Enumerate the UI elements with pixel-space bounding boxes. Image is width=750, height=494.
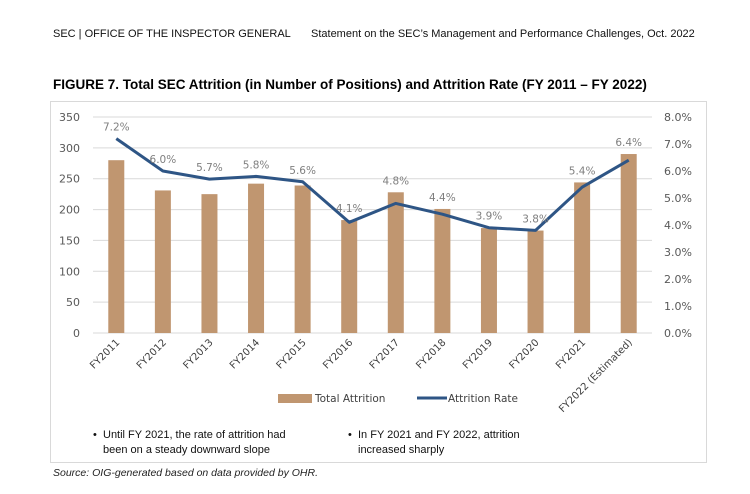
- legend-bar-swatch: [278, 394, 312, 403]
- x-tick-label: FY2013: [181, 337, 215, 371]
- rate-data-label: 6.0%: [150, 154, 177, 166]
- bar-FY2020: [527, 230, 544, 333]
- chart-title: FIGURE 7. Total SEC Attrition (in Number…: [53, 77, 647, 92]
- rate-data-label: 3.8%: [522, 213, 549, 225]
- bar-FY2018: [434, 208, 451, 333]
- x-tick-label: FY2019: [461, 337, 495, 371]
- note-1: • Until FY 2021, the rate of attrition ha…: [93, 429, 286, 456]
- bar-FY2015: [294, 185, 311, 333]
- left-tick-label: 300: [59, 142, 80, 155]
- x-tick-label: FY2018: [414, 337, 448, 371]
- x-tick-label: FY2014: [228, 337, 262, 371]
- bar-FY2012: [154, 190, 171, 333]
- attrition-rate-line: [115, 137, 630, 232]
- rate-data-label: 4.8%: [382, 175, 409, 187]
- chart-frame: [50, 101, 707, 463]
- left-tick-label: 250: [59, 173, 80, 186]
- rate-data-label: 5.8%: [243, 159, 270, 171]
- right-tick-label: 7.0%: [664, 138, 692, 151]
- rate-data-label: 4.4%: [429, 192, 456, 204]
- x-tick-label: FY2020: [508, 337, 542, 371]
- bar-FY2016: [341, 220, 358, 333]
- left-tick-label: 100: [59, 265, 80, 278]
- rate-data-label: 3.9%: [476, 211, 503, 223]
- bar-FY2021: [574, 182, 591, 333]
- left-tick-label: 200: [59, 204, 80, 217]
- x-tick-label: FY2015: [275, 337, 309, 371]
- x-tick-label: FY2011: [88, 337, 122, 371]
- left-tick-label: 0: [73, 327, 80, 340]
- right-tick-label: 0.0%: [664, 327, 692, 340]
- right-tick-label: 6.0%: [664, 165, 692, 178]
- bar-FY2022 (Estimated): [620, 154, 637, 333]
- rate-data-label: 6.4%: [615, 137, 642, 149]
- note-2-text: In FY 2021 and FY 2022, attrition increa…: [358, 429, 520, 456]
- right-tick-label: 2.0%: [664, 273, 692, 286]
- rate-data-label: 5.6%: [289, 165, 316, 177]
- rate-data-label: 5.4%: [569, 165, 596, 177]
- legend-total-attrition: Total Attrition: [314, 393, 385, 405]
- rate-data-label: 7.2%: [103, 122, 130, 134]
- bar-FY2014: [248, 183, 265, 333]
- x-tick-label: FY2016: [321, 337, 355, 371]
- header-right: Statement on the SEC’s Management and Pe…: [311, 28, 695, 40]
- note-1-text: Until FY 2021, the rate of attrition had…: [103, 429, 286, 456]
- bar-FY2013: [201, 194, 218, 333]
- x-tick-label: FY2017: [368, 337, 402, 371]
- x-tick-label: FY2012: [135, 337, 169, 371]
- right-tick-label: 1.0%: [664, 300, 692, 313]
- bar-FY2011: [108, 160, 125, 333]
- left-tick-label: 150: [59, 234, 80, 247]
- header-left: SEC | OFFICE OF THE INSPECTOR GENERAL: [53, 28, 291, 40]
- bar-FY2017: [387, 192, 404, 333]
- rate-data-label: 5.7%: [196, 162, 223, 174]
- left-tick-label: 350: [59, 111, 80, 124]
- right-tick-label: 8.0%: [664, 111, 692, 124]
- right-tick-label: 4.0%: [664, 219, 692, 232]
- bar-FY2019: [480, 228, 497, 333]
- note-2: • In FY 2021 and FY 2022, attrition incre…: [348, 429, 520, 456]
- legend-attrition-rate: Attrition Rate: [448, 393, 518, 405]
- left-tick-label: 50: [66, 296, 80, 309]
- source-note: Source: OIG-generated based on data prov…: [53, 467, 318, 479]
- right-tick-label: 3.0%: [664, 246, 692, 259]
- right-tick-label: 5.0%: [664, 192, 692, 205]
- x-tick-label: FY2021: [554, 337, 588, 371]
- rate-data-label: 4.1%: [336, 203, 363, 215]
